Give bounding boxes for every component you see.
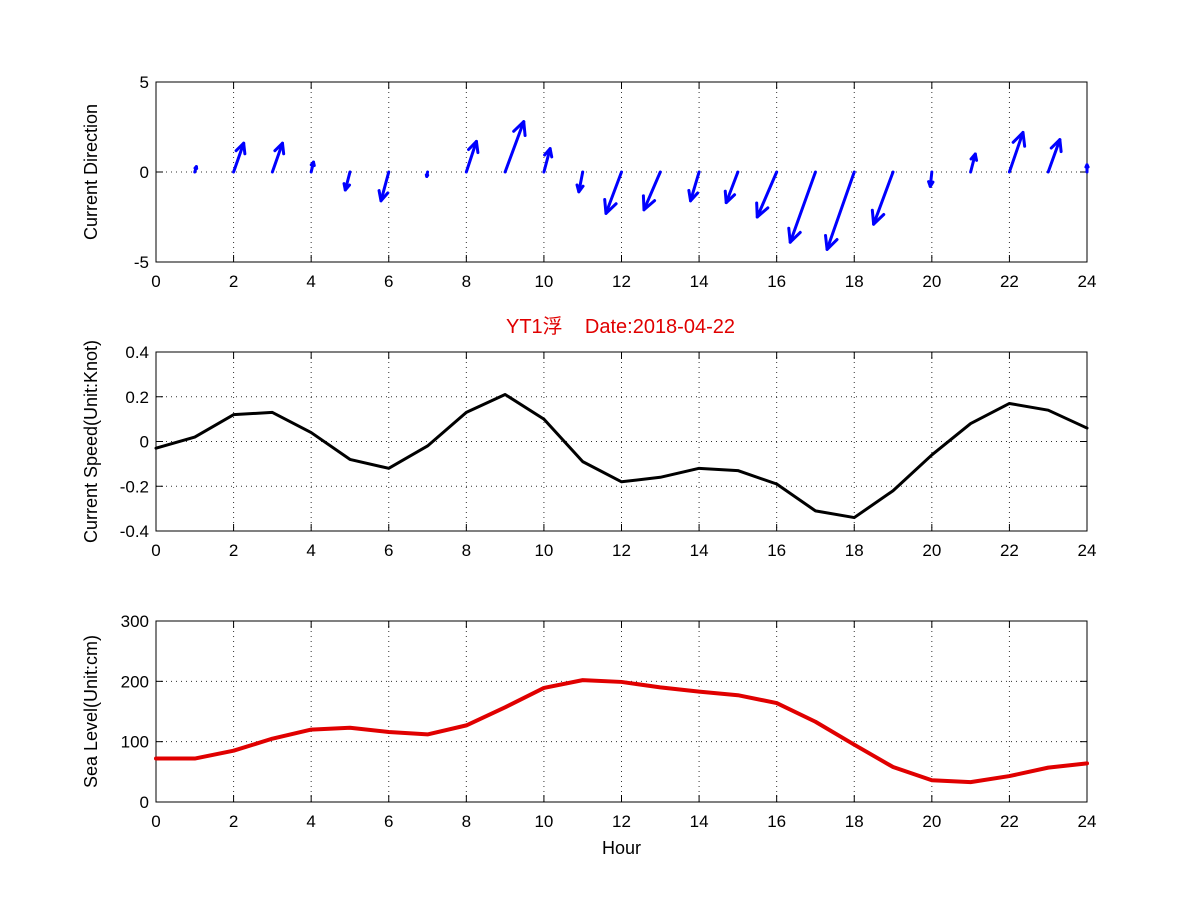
series-line — [154, 678, 1089, 785]
y-tick-label: 0.4 — [125, 343, 149, 362]
x-tick-label: 18 — [845, 541, 864, 560]
x-tick-label: 10 — [534, 272, 553, 291]
y-tick-label: 5 — [140, 73, 149, 92]
direction-arrow — [193, 165, 199, 174]
x-tick-label: 6 — [384, 541, 393, 560]
x-tick-label: 24 — [1078, 541, 1097, 560]
direction-arrow — [309, 160, 316, 174]
direction-arrow — [870, 170, 895, 226]
direction-arrow — [787, 170, 817, 244]
x-tick-label: 14 — [690, 812, 709, 831]
y-tick-label: 100 — [121, 733, 149, 752]
y-tick-label: 0 — [140, 793, 149, 812]
direction-arrow — [755, 170, 779, 219]
x-tick-label: 14 — [690, 541, 709, 560]
x-tick-label: 4 — [306, 812, 315, 831]
direction-arrow — [1084, 163, 1090, 174]
x-tick-label: 14 — [690, 272, 709, 291]
x-tick-label: 22 — [1000, 272, 1019, 291]
current-direction-panel: 0 2 4 6 8 10 12 14 16 18 20 22 24 -505 Current Direc… — [81, 73, 1096, 291]
y-tick-label: 200 — [121, 672, 149, 691]
x-tick-label: 20 — [922, 812, 941, 831]
direction-arrow — [969, 152, 979, 174]
series-line — [154, 393, 1089, 520]
x-tick-label: 16 — [767, 812, 786, 831]
x-tick-label: 2 — [229, 541, 238, 560]
y-tick-label: -5 — [134, 253, 149, 272]
x-tick-label: 0 — [151, 541, 160, 560]
direction-arrow — [542, 147, 554, 174]
direction-arrow — [503, 120, 527, 174]
x-tick-label: 10 — [534, 541, 553, 560]
x-tick-label: 24 — [1078, 272, 1097, 291]
x-axis-label: Hour — [602, 838, 641, 858]
y-tick-label: 0.2 — [125, 388, 149, 407]
direction-arrow — [424, 170, 430, 178]
x-tick-label: 10 — [534, 812, 553, 831]
x-tick-label: 4 — [306, 541, 315, 560]
x-tick-label: 12 — [612, 541, 631, 560]
x-tick-label: 22 — [1000, 541, 1019, 560]
x-tick-label: 8 — [462, 272, 471, 291]
direction-arrow — [464, 139, 480, 174]
direction-arrow — [1007, 130, 1027, 174]
direction-arrow — [232, 141, 247, 174]
y-axis-label: Sea Level(Unit:cm) — [81, 635, 101, 788]
x-tick-label: 4 — [306, 272, 315, 291]
direction-arrow — [824, 170, 856, 251]
chart-title: YT1浮 Date:2018-04-22 — [506, 315, 735, 338]
x-tick-label: 6 — [384, 812, 393, 831]
y-tick-label: 300 — [121, 612, 149, 631]
x-tick-label: 20 — [922, 541, 941, 560]
direction-arrow — [1046, 138, 1063, 174]
x-tick-label: 0 — [151, 812, 160, 831]
y-tick-label: -0.2 — [120, 477, 149, 496]
y-tick-label: -0.4 — [120, 522, 149, 541]
direction-arrow — [377, 170, 391, 203]
x-tick-label: 16 — [767, 272, 786, 291]
x-tick-label: 2 — [229, 272, 238, 291]
y-tick-label: 0 — [140, 163, 149, 182]
y-tick-label: 0 — [140, 433, 149, 452]
direction-arrow — [641, 170, 662, 212]
x-tick-label: 16 — [767, 541, 786, 560]
direction-arrow — [342, 170, 352, 192]
x-tick-label: 24 — [1078, 812, 1097, 831]
x-tick-label: 12 — [612, 272, 631, 291]
x-tick-label: 6 — [384, 272, 393, 291]
x-tick-label: 18 — [845, 272, 864, 291]
x-tick-label: 0 — [151, 272, 160, 291]
x-tick-label: 8 — [462, 541, 471, 560]
x-tick-label: 18 — [845, 812, 864, 831]
direction-arrow — [927, 170, 935, 188]
direction-arrow — [723, 170, 740, 205]
direction-arrow — [270, 141, 286, 174]
x-tick-label: 8 — [462, 812, 471, 831]
x-tick-label: 2 — [229, 812, 238, 831]
current-speed-panel: 0 2 4 6 8 10 12 14 16 18 20 22 24 -0.4-0.200.20.4 YT… — [81, 315, 1096, 560]
direction-arrow — [687, 170, 701, 203]
y-axis-label: Current Direction — [81, 104, 101, 240]
direction-arrow — [603, 170, 623, 215]
direction-arrow — [575, 170, 585, 194]
x-tick-label: 12 — [612, 812, 631, 831]
x-tick-label: 22 — [1000, 812, 1019, 831]
y-axis-label: Current Speed(Unit:Knot) — [81, 340, 101, 543]
x-tick-label: 20 — [922, 272, 941, 291]
